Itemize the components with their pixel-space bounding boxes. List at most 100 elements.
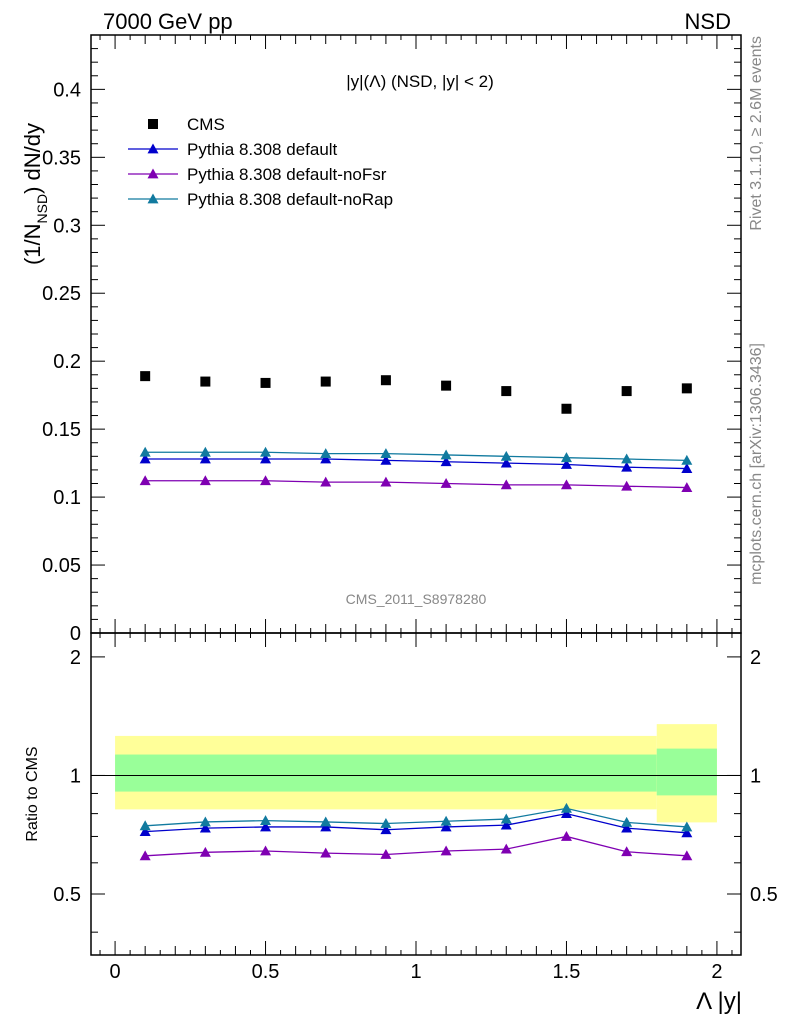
legend-label: Pythia 8.308 default-noFsr — [187, 165, 387, 184]
ratio-point-triangle — [500, 843, 512, 854]
ratio-point-triangle — [440, 815, 452, 826]
data-point-triangle — [139, 446, 151, 457]
y-tick-label: 0.35 — [42, 147, 81, 169]
ratio-y-tick-label-right: 2 — [750, 647, 761, 669]
x-tick-label: 2 — [711, 961, 722, 983]
ratio-point-triangle — [560, 830, 572, 841]
series-line — [145, 458, 687, 470]
cms-data-point — [260, 377, 271, 388]
inner-uncertainty-band — [115, 754, 657, 792]
rivet-version-label: Rivet 3.1.10, ≥ 2.6M events — [748, 36, 765, 231]
ratio-point-triangle — [621, 822, 633, 833]
legend-marker-triangle — [147, 193, 159, 204]
ratio-point-triangle — [260, 821, 272, 832]
cms-data-point — [621, 386, 632, 397]
ratio-y-tick-label-right: 1 — [750, 765, 761, 787]
cms-data-point — [501, 386, 512, 397]
data-point-triangle — [681, 454, 693, 465]
cms-data-point — [561, 403, 572, 414]
data-point-triangle — [139, 453, 151, 464]
legend-marker-triangle — [147, 143, 159, 154]
legend-marker-square — [148, 119, 158, 129]
ratio-y-tick-label: 2 — [70, 647, 81, 669]
x-tick-label: 0.5 — [252, 961, 280, 983]
y-tick-label: 0.4 — [53, 79, 81, 101]
data-point-triangle — [320, 453, 332, 464]
main-panel — [139, 371, 693, 492]
y-tick-label: 0.2 — [53, 351, 81, 373]
data-point-triangle — [380, 448, 392, 458]
cms-data-point — [140, 371, 151, 382]
data-point-triangle — [500, 457, 512, 468]
ratio-series-line — [145, 807, 687, 828]
cms-data-point — [441, 380, 452, 391]
cms-data-point — [681, 383, 692, 394]
cms-data-point — [380, 375, 391, 386]
axes: 0 0.05 0.1 0.15 0.2 0.25 0.3 0.35 0.4 0 0.5 1 1.5 2 0.… — [42, 35, 778, 983]
data-point-triangle — [199, 475, 211, 486]
ratio-point-triangle — [199, 846, 211, 857]
legend-label: CMS — [187, 115, 225, 134]
uncertainty-bands — [91, 724, 741, 823]
data-point-triangle — [260, 446, 272, 457]
ratio-point-triangle — [440, 845, 452, 856]
ratio-y-tick-label: 1 — [70, 765, 81, 787]
ratio-point-triangle — [500, 819, 512, 830]
ratio-point-triangle — [320, 821, 332, 832]
ratio-point-triangle — [621, 846, 633, 857]
data-point-triangle — [621, 480, 633, 491]
ratio-point-triangle — [681, 821, 693, 832]
ratio-point-triangle — [560, 808, 572, 819]
data-point-triangle — [560, 458, 572, 469]
data-point-triangle — [380, 454, 392, 465]
legend: CMS Pythia 8.308 default Pythia 8.308 defa… — [128, 115, 393, 209]
series-line — [145, 480, 687, 489]
data-point-triangle — [320, 476, 332, 487]
data-point-triangle — [681, 482, 693, 492]
legend-label: Pythia 8.308 default — [187, 140, 338, 159]
data-point-triangle — [440, 478, 452, 488]
ratio-point-triangle — [681, 827, 693, 838]
ratio-point-triangle — [380, 824, 392, 835]
ratio-y-tick-label: 0.5 — [53, 884, 81, 906]
ratio-point-triangle — [380, 818, 392, 828]
data-point-triangle — [260, 453, 272, 464]
energy-label: 7000 GeV pp — [103, 9, 233, 34]
ratio-point-triangle — [139, 826, 151, 837]
data-point-triangle — [440, 449, 452, 460]
ratio-point-triangle — [380, 848, 392, 859]
y-tick-label: 0 — [70, 623, 81, 645]
y-tick-label: 0.05 — [42, 555, 81, 577]
ratio-series-line — [145, 835, 687, 857]
data-point-triangle — [380, 476, 392, 487]
data-point-triangle — [500, 450, 512, 461]
y-tick-label: 0.3 — [53, 215, 81, 237]
analysis-id-label: CMS_2011_S8978280 — [346, 591, 487, 607]
x-tick-label: 1 — [410, 961, 421, 983]
ratio-point-triangle — [139, 820, 151, 831]
data-point-triangle — [440, 456, 452, 467]
ratio-point-triangle — [199, 822, 211, 833]
ratio-point-triangle — [320, 847, 332, 858]
inner-uncertainty-band — [656, 748, 717, 796]
ratio-point-triangle — [260, 845, 272, 856]
data-point-triangle — [560, 452, 572, 463]
ratio-point-triangle — [621, 816, 633, 827]
chart-title: |y|(Λ) (NSD, |y| < 2) — [346, 72, 494, 91]
y-axis-title: (1/NNSD) dN/dy — [20, 123, 50, 265]
data-point-triangle — [199, 453, 211, 464]
data-point-triangle — [621, 453, 633, 464]
ratio-point-triangle — [139, 850, 151, 861]
data-point-triangle — [500, 479, 512, 490]
process-label: NSD — [685, 9, 731, 34]
ratio-point-triangle — [681, 850, 693, 861]
cms-data-point — [320, 376, 331, 387]
data-point-triangle — [260, 475, 272, 486]
x-tick-label: 0 — [110, 961, 121, 983]
ratio-y-axis-title: Ratio to CMS — [24, 746, 41, 841]
data-point-triangle — [681, 463, 693, 473]
data-point-triangle — [560, 479, 572, 490]
series-line — [145, 451, 687, 462]
x-axis-title: Λ |y| — [696, 988, 742, 1015]
